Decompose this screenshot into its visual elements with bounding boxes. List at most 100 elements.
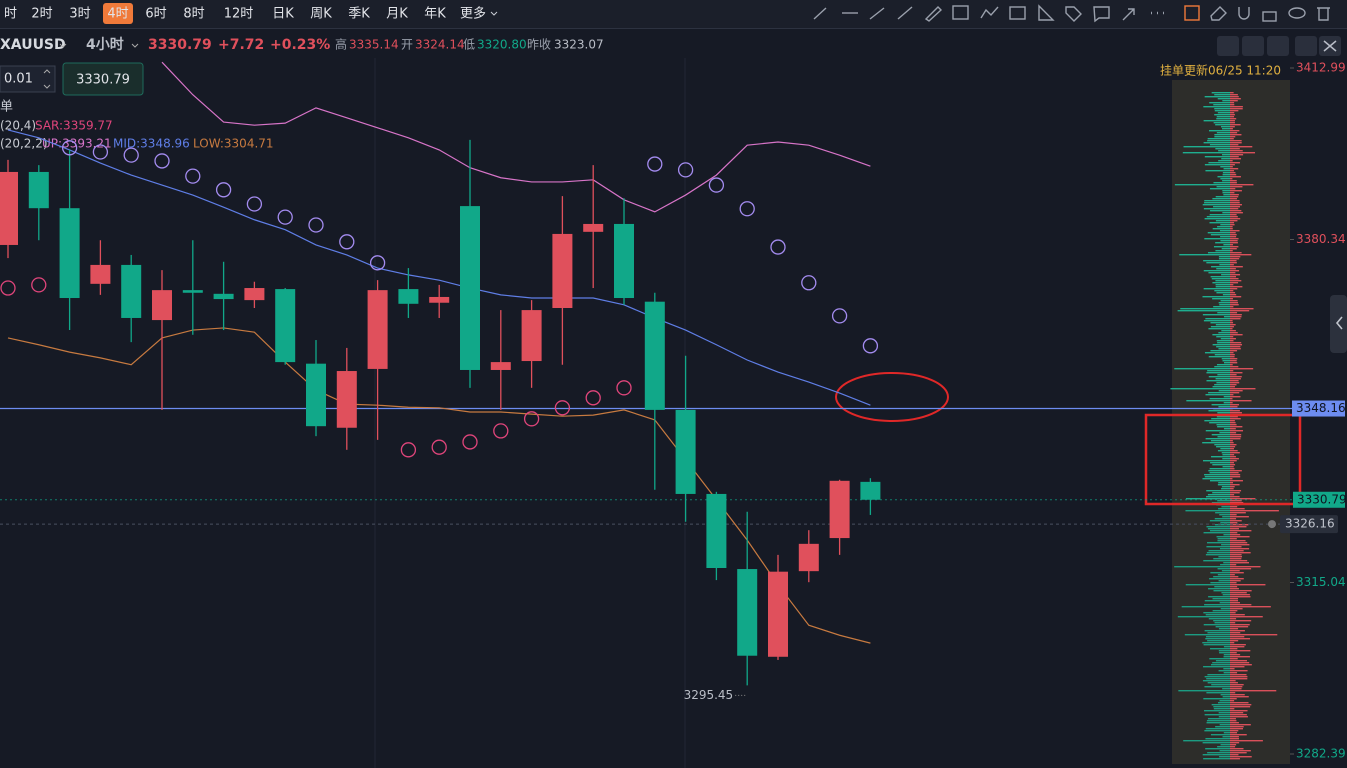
tool-tag[interactable] — [1065, 6, 1082, 22]
orderbook-bar — [1204, 202, 1230, 204]
tool-pen[interactable] — [897, 6, 913, 20]
orderbook-bar — [1230, 222, 1235, 224]
lot-input[interactable] — [0, 65, 56, 93]
price-box-value: 3330.79 — [76, 73, 130, 88]
timeframe[interactable]: 2时 — [31, 7, 52, 22]
timeframe[interactable]: 周K — [310, 7, 332, 22]
tool-lock[interactable] — [1262, 11, 1277, 22]
timeframe[interactable]: 日K — [272, 7, 294, 22]
timeframe[interactable]: 3时 — [69, 7, 90, 22]
y-tick-label: 3380.34 — [1296, 232, 1346, 246]
boll-low: LOW:3304.71 — [193, 137, 274, 151]
candle-body — [59, 208, 80, 299]
orderbook-bar — [1230, 144, 1239, 146]
orderbook-bar — [1230, 612, 1236, 614]
orderbook-bar — [1230, 264, 1234, 266]
orderbook-bar — [1230, 588, 1239, 590]
orderbook-bar — [1230, 134, 1242, 136]
candle-body — [860, 481, 881, 500]
orderbook-bar — [1213, 104, 1230, 106]
timeframe[interactable]: 8时 — [183, 7, 204, 22]
orderbook-bar — [1205, 430, 1230, 432]
orderbook-bar — [1214, 290, 1230, 292]
orderbook-bar — [1230, 320, 1233, 322]
price-box[interactable] — [62, 62, 144, 96]
timeframe[interactable]: 时 — [4, 7, 17, 22]
orderbook-bar — [1230, 702, 1249, 704]
tool-trash[interactable] — [1317, 7, 1330, 21]
orderbook-bar — [1216, 346, 1230, 348]
orderbook-bar — [1206, 692, 1230, 694]
tool-wave[interactable] — [980, 6, 999, 19]
orderbook-bar — [1230, 178, 1233, 180]
orderbook-bar — [1230, 752, 1247, 754]
orderbook-bar — [1221, 126, 1230, 128]
tool-edit[interactable] — [1184, 5, 1200, 21]
tool-brush[interactable] — [924, 6, 943, 22]
orderbook-bar — [1230, 138, 1234, 140]
orderbook-bar — [1207, 252, 1230, 254]
orderbook-bar — [1220, 522, 1230, 524]
orderbook-bar — [1178, 690, 1230, 692]
orderbook-bar — [1230, 216, 1238, 218]
timeframe[interactable]: 4时 — [107, 7, 128, 22]
header-btn[interactable] — [1242, 36, 1264, 56]
sar-dot — [61, 140, 78, 156]
tool-note[interactable] — [1093, 6, 1110, 23]
header-btn[interactable] — [1295, 36, 1317, 56]
tool-rect[interactable] — [1009, 6, 1026, 20]
tool-image[interactable] — [952, 5, 969, 20]
orderbook-bar — [1212, 610, 1230, 612]
orderbook-bar — [1206, 546, 1230, 548]
orderbook-bar — [1202, 314, 1230, 316]
timeframe[interactable]: 6时 — [145, 7, 166, 22]
orderbook-bar — [1230, 562, 1249, 564]
orderbook-bar — [1208, 618, 1230, 620]
timeframe[interactable]: 更多 — [460, 6, 486, 22]
orderbook-bar — [1216, 382, 1230, 384]
orderbook-bar — [1222, 466, 1230, 468]
timeframe[interactable]: 月K — [386, 7, 408, 22]
orderbook-bar — [1212, 282, 1230, 284]
tool-eraser[interactable] — [1210, 6, 1227, 21]
orderbook-bar — [1216, 446, 1230, 448]
orderbook-bar — [1230, 452, 1240, 454]
timeframe[interactable]: 12时 — [224, 7, 254, 22]
orderbook-bar — [1230, 632, 1241, 634]
timeframe[interactable]: 季K — [348, 7, 370, 22]
orderbook-bar — [1210, 276, 1230, 278]
orderbook-bar — [1230, 280, 1242, 282]
orderbook-bar — [1220, 608, 1230, 610]
orderbook-bar — [1230, 290, 1234, 292]
header-btn[interactable] — [1217, 36, 1239, 56]
orderbook-bar — [1230, 322, 1234, 324]
orderbook-bar — [1206, 380, 1230, 382]
orderbook-bar — [1230, 436, 1242, 438]
orderbook-bar — [1230, 174, 1237, 176]
orderbook-bar — [1215, 280, 1230, 282]
tool-arrow[interactable] — [1122, 8, 1135, 21]
orderbook-bar — [1230, 692, 1236, 694]
orderbook-bar — [1202, 754, 1230, 756]
tool-angle[interactable] — [1038, 4, 1055, 21]
orderbook-bar — [1230, 530, 1252, 532]
header-btn[interactable] — [1267, 36, 1289, 56]
orderbook-bar — [1219, 514, 1230, 516]
tool-magnet[interactable] — [1238, 7, 1250, 20]
orderbook-bar — [1230, 268, 1236, 270]
orderbook-bar — [1174, 368, 1230, 370]
orderbook-bar — [1210, 734, 1230, 736]
annotation-rect — [1144, 413, 1302, 506]
orderbook-bar — [1230, 686, 1243, 688]
orderbook-bar — [1230, 594, 1250, 596]
orderbook-bar — [1230, 668, 1235, 670]
orderbook-bar — [1208, 550, 1230, 552]
tool-segment[interactable] — [869, 7, 885, 20]
tool-ray[interactable] — [813, 7, 827, 20]
orderbook-bar — [1230, 756, 1252, 758]
orderbook-bar — [1230, 150, 1243, 152]
orderbook-bar — [1230, 622, 1236, 624]
timeframe[interactable]: 年K — [424, 7, 446, 22]
orderbook-bar — [1218, 150, 1230, 152]
tool-eye[interactable] — [1288, 7, 1306, 19]
